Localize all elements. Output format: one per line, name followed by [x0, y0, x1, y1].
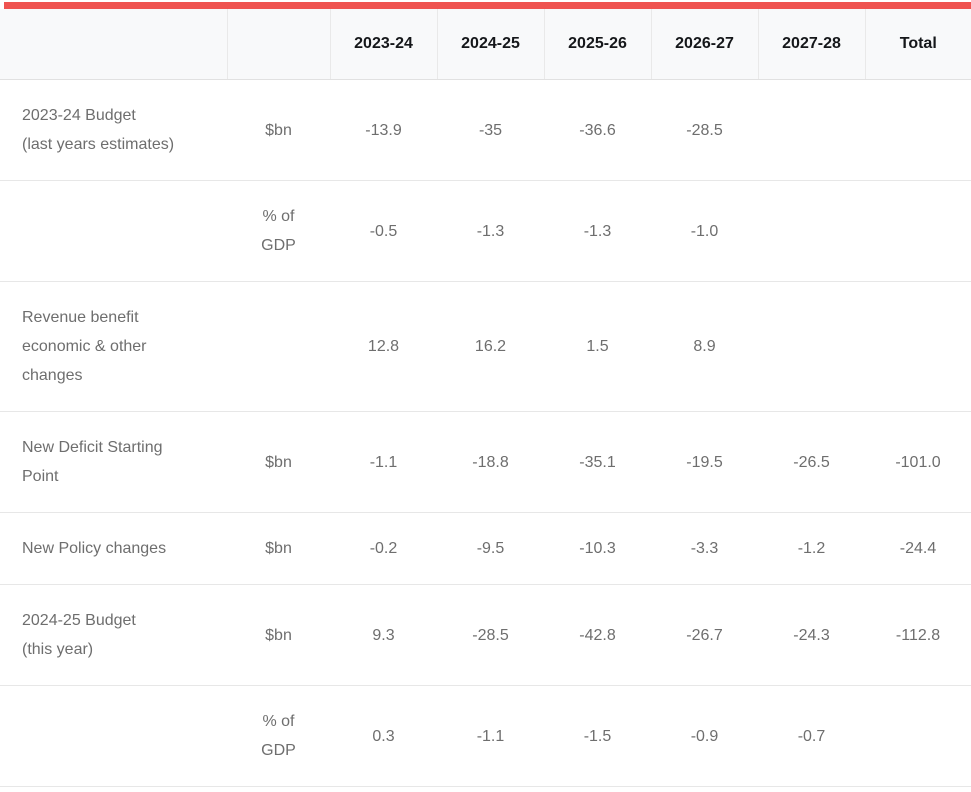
row-label: 2024-25 Budget (this year) [0, 584, 227, 686]
row-unit: $bn [227, 79, 330, 181]
value-cell: -26.5 [758, 411, 865, 513]
value-cell: -24.4 [865, 512, 971, 585]
value-cell: -10.3 [544, 512, 651, 585]
value-cell: -35 [437, 79, 544, 181]
value-cell: -9.5 [437, 512, 544, 585]
table-row: 2024-25 Budget (this year) $bn 9.3 -28.5 -42… [0, 584, 971, 686]
value-cell: -24.3 [758, 584, 865, 686]
header-row: 2023-24 2024-25 2025-26 2026-27 2027-28 … [0, 9, 971, 80]
table-row: New Deficit Starting Point $bn -1.1 -18.8 -3… [0, 411, 971, 513]
table-row: New Policy changes $bn -0.2 -9.5 -10.3 -3.3 -1… [0, 512, 971, 585]
budget-table: 2023-24 2024-25 2025-26 2026-27 2027-28 … [0, 9, 971, 787]
row-unit: % of GDP [227, 685, 330, 787]
table-row: % of GDP -0.5 -1.3 -1.3 -1.0 [0, 180, 971, 282]
header-year-2024-25: 2024-25 [436, 9, 544, 80]
value-cell: -0.5 [330, 180, 437, 282]
value-cell: -112.8 [865, 584, 971, 686]
value-cell [865, 79, 971, 181]
value-cell [865, 685, 971, 787]
table-row: Revenue benefit economic & other changes… [0, 281, 971, 412]
row-label [0, 685, 227, 787]
value-cell: -36.6 [544, 79, 651, 181]
value-cell: 16.2 [437, 281, 544, 412]
header-year-2027-28: 2027-28 [757, 9, 865, 80]
table-header: 2023-24 2024-25 2025-26 2026-27 2027-28 … [0, 9, 971, 80]
header-label-col [0, 9, 227, 80]
value-cell: -18.8 [437, 411, 544, 513]
value-cell: -13.9 [330, 79, 437, 181]
value-cell: -1.5 [544, 685, 651, 787]
value-cell: -1.3 [437, 180, 544, 282]
value-cell: -28.5 [651, 79, 758, 181]
value-cell: -35.1 [544, 411, 651, 513]
value-cell: -1.2 [758, 512, 865, 585]
row-label: New Policy changes [0, 512, 227, 585]
value-cell: -3.3 [651, 512, 758, 585]
value-cell: -28.5 [437, 584, 544, 686]
header-year-2026-27: 2026-27 [650, 9, 758, 80]
value-cell: 0.3 [330, 685, 437, 787]
row-unit: $bn [227, 411, 330, 513]
table-row: 2023-24 Budget (last years estimates) $bn… [0, 79, 971, 181]
header-total-col: Total [864, 9, 971, 80]
row-unit: $bn [227, 512, 330, 585]
header-unit-col [226, 9, 330, 80]
value-cell: -0.9 [651, 685, 758, 787]
row-label: Revenue benefit economic & other changes [0, 281, 227, 412]
value-cell [758, 79, 865, 181]
value-cell [758, 180, 865, 282]
value-cell: -1.0 [651, 180, 758, 282]
value-cell: 1.5 [544, 281, 651, 412]
value-cell [865, 281, 971, 412]
value-cell: -1.1 [330, 411, 437, 513]
value-cell: 8.9 [651, 281, 758, 412]
value-cell: 12.8 [330, 281, 437, 412]
table-row: % of GDP 0.3 -1.1 -1.5 -0.9 -0.7 [0, 685, 971, 787]
value-cell: -0.2 [330, 512, 437, 585]
header-year-2023-24: 2023-24 [329, 9, 437, 80]
header-year-2025-26: 2025-26 [543, 9, 651, 80]
value-cell [865, 180, 971, 282]
row-label: 2023-24 Budget (last years estimates) [0, 79, 227, 181]
row-label [0, 180, 227, 282]
value-cell: -1.3 [544, 180, 651, 282]
value-cell: -101.0 [865, 411, 971, 513]
row-label: New Deficit Starting Point [0, 411, 227, 513]
value-cell: 9.3 [330, 584, 437, 686]
value-cell: -1.1 [437, 685, 544, 787]
value-cell: -19.5 [651, 411, 758, 513]
row-unit: $bn [227, 584, 330, 686]
accent-bar [4, 2, 971, 9]
value-cell: -0.7 [758, 685, 865, 787]
value-cell: -26.7 [651, 584, 758, 686]
value-cell [758, 281, 865, 412]
value-cell: -42.8 [544, 584, 651, 686]
row-unit [227, 281, 330, 412]
row-unit: % of GDP [227, 180, 330, 282]
table-body: 2023-24 Budget (last years estimates) $bn… [0, 79, 971, 787]
